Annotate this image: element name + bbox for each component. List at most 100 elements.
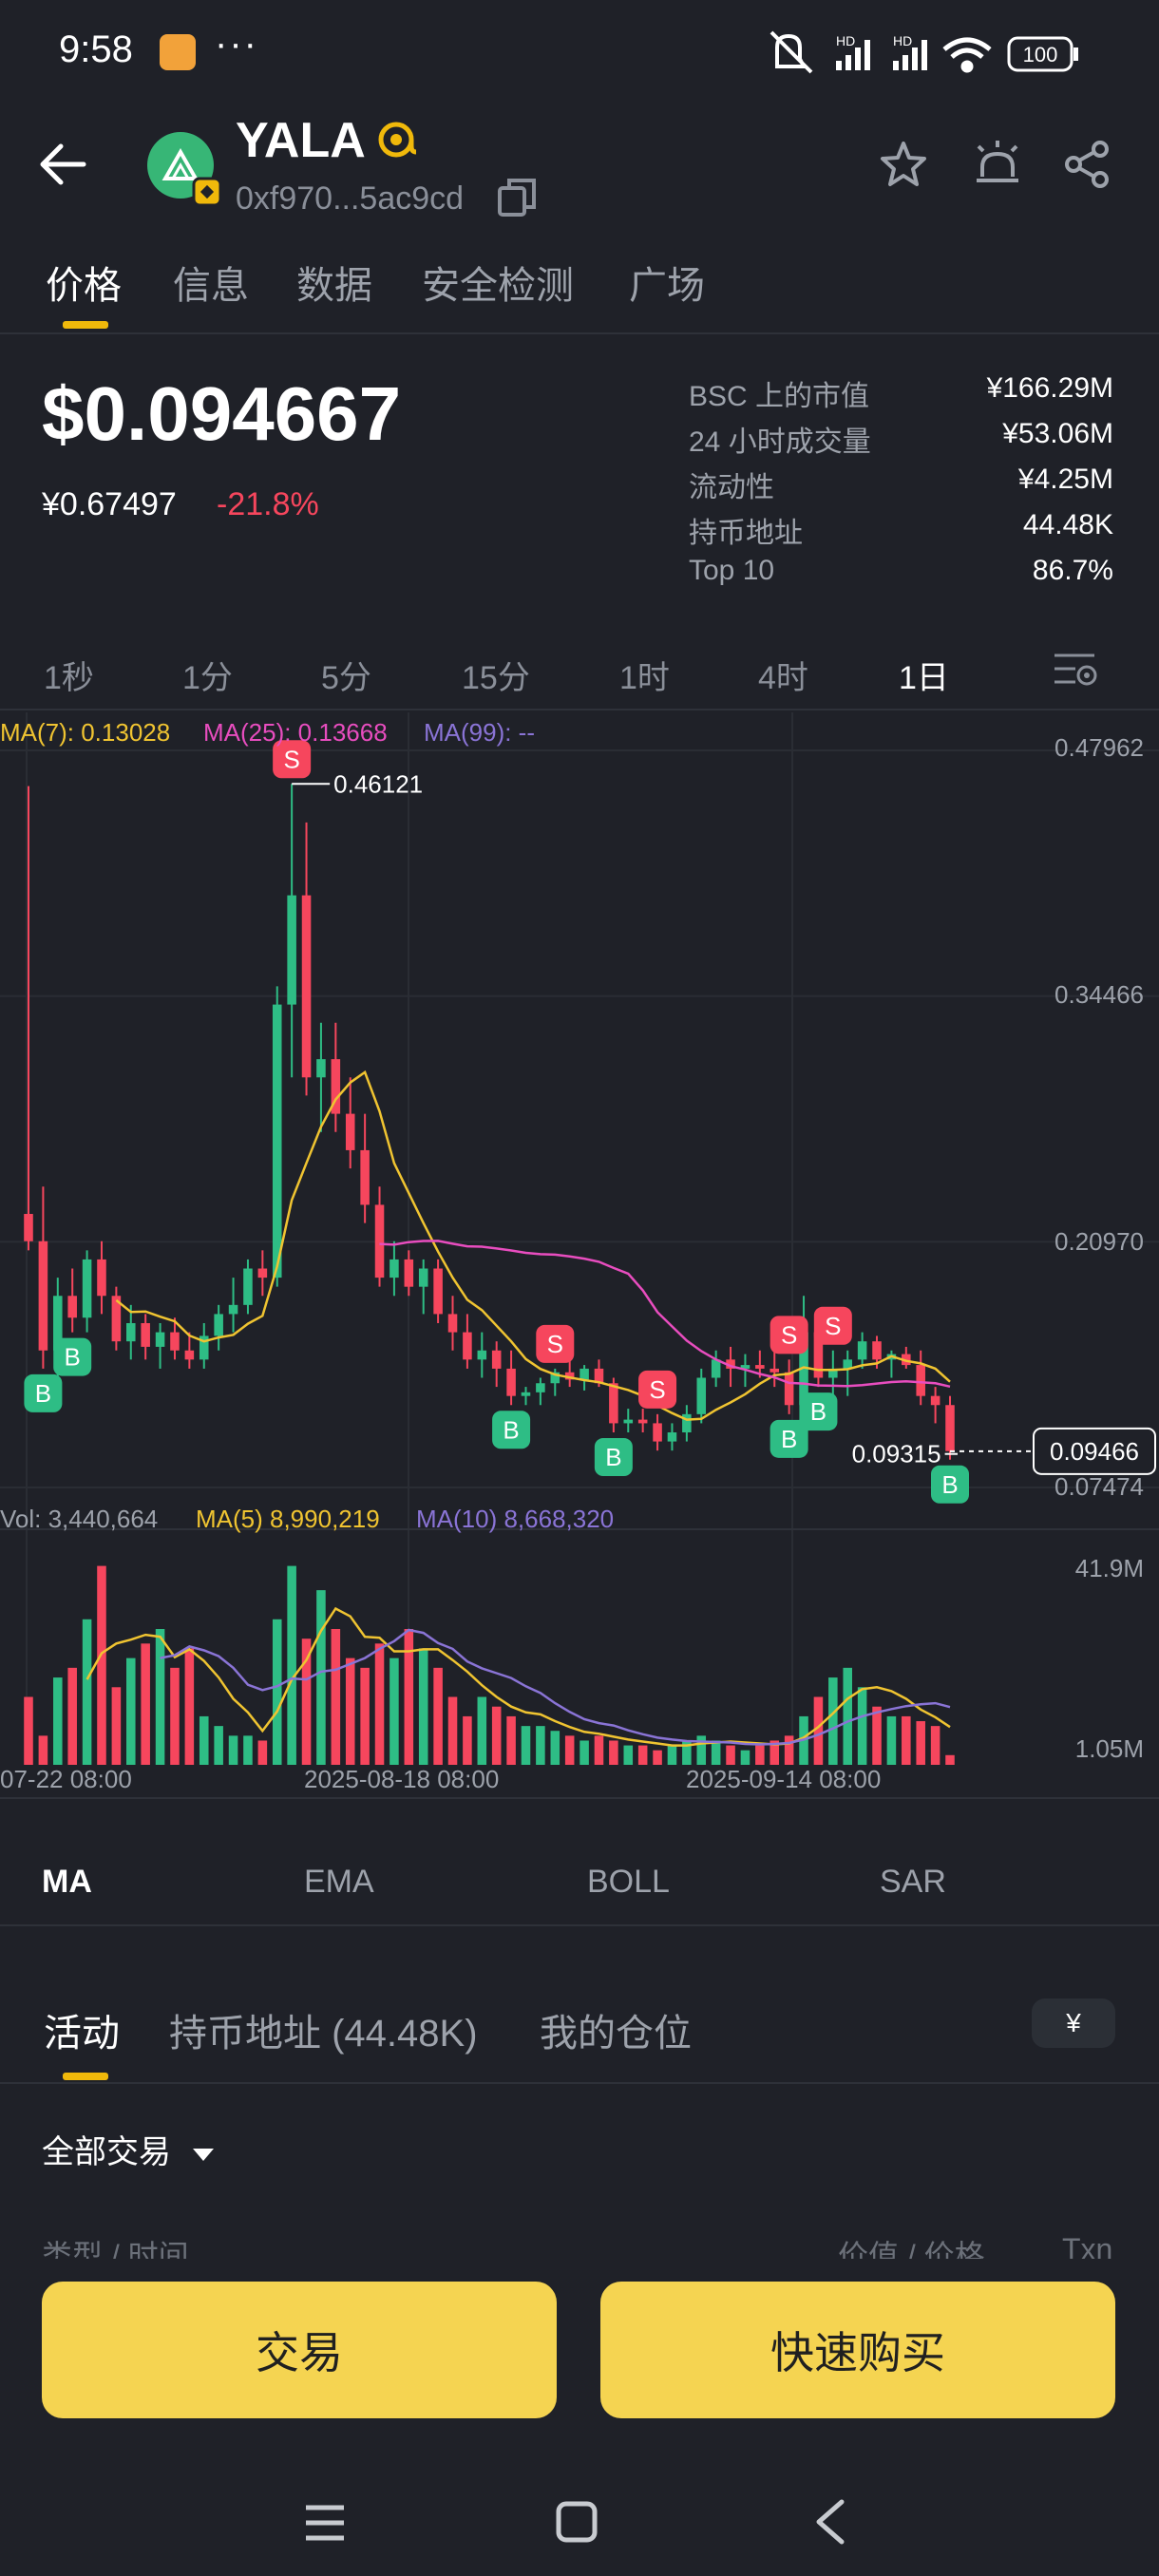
- status-bar: 9:58 ··· HD HD 100: [0, 0, 1159, 112]
- buy-marker-label: B: [65, 1343, 81, 1372]
- volume-bar: [67, 1667, 77, 1765]
- candle: [755, 1365, 765, 1369]
- candle: [199, 1335, 209, 1360]
- volume-bar: [916, 1721, 925, 1765]
- candle: [141, 1323, 150, 1347]
- candle: [316, 1059, 326, 1078]
- volume-bar: [155, 1628, 165, 1765]
- stat-label-volume: 24 小时成交量: [689, 426, 871, 458]
- volume-bar: [418, 1648, 428, 1765]
- timeframe-1m[interactable]: 1分: [182, 660, 233, 696]
- price-usd: $0.094667: [42, 371, 402, 456]
- vol-ma10-legend: MA(10) 8,668,320: [416, 1505, 615, 1533]
- ma7-legend: MA(7): 0.13028: [0, 718, 171, 747]
- indicator-boll[interactable]: BOLL: [587, 1864, 670, 1900]
- volume-bar: [711, 1740, 721, 1765]
- status-icons: HD HD 100: [770, 30, 1078, 74]
- volume-bar: [360, 1667, 370, 1765]
- price-tick: 0.34466: [1054, 980, 1144, 1009]
- timeframe-1d[interactable]: 1日: [899, 660, 949, 696]
- timeframe-15m[interactable]: 15分: [462, 660, 530, 696]
- divider: [0, 2082, 1159, 2084]
- price-change: -21.8%: [217, 486, 319, 522]
- back-arrow-icon[interactable]: [38, 141, 89, 188]
- tab-my-positions[interactable]: 我的仓位: [540, 2013, 692, 2055]
- volume-bar: [38, 1735, 48, 1765]
- volume-bar: [214, 1726, 223, 1765]
- candle: [243, 1268, 253, 1305]
- trade-button[interactable]: 交易: [42, 2282, 557, 2418]
- back-icon[interactable]: [811, 2498, 849, 2546]
- mute-icon: [770, 30, 813, 74]
- indicator-sar[interactable]: SAR: [880, 1864, 946, 1900]
- timeframe-5m[interactable]: 5分: [321, 660, 371, 696]
- candle: [930, 1395, 940, 1406]
- divider: [0, 332, 1159, 334]
- last-price-box: [1033, 1427, 1156, 1475]
- volume-bar: [506, 1715, 516, 1765]
- share-icon[interactable]: [1064, 141, 1112, 188]
- indicator-ma[interactable]: MA: [42, 1864, 92, 1900]
- vol-legend: Vol: 3,440,664: [0, 1505, 159, 1533]
- transaction-filter[interactable]: 全部交易: [42, 2126, 215, 2172]
- candle: [623, 1419, 634, 1424]
- timeframe-1s[interactable]: 1秒: [44, 660, 94, 696]
- volume-bar: [82, 1619, 92, 1765]
- tab-holders[interactable]: 持币地址 (44.48K): [169, 2013, 478, 2055]
- candle: [53, 1296, 63, 1351]
- ma99-legend: MA(99): --: [424, 718, 535, 747]
- copy-icon[interactable]: [496, 177, 538, 218]
- volume-bar: [945, 1754, 955, 1765]
- candle: [24, 1214, 33, 1241]
- last-price-label: 0.09466: [1050, 1437, 1139, 1466]
- tab-activity[interactable]: 活动: [44, 2013, 120, 2055]
- volume-bar: [477, 1696, 487, 1765]
- candle: [521, 1392, 531, 1396]
- volume-bar: [184, 1648, 195, 1765]
- stat-label-holders: 持币地址: [689, 518, 803, 549]
- candle: [902, 1354, 911, 1366]
- candle: [696, 1377, 707, 1414]
- volume-bar: [345, 1657, 355, 1765]
- buy-marker-label: B: [810, 1397, 826, 1426]
- sell-marker: [770, 1316, 808, 1354]
- tab-square[interactable]: 广场: [629, 265, 705, 307]
- tab-data[interactable]: 数据: [296, 265, 372, 307]
- candle: [287, 895, 296, 1005]
- menu-icon[interactable]: [302, 2502, 348, 2544]
- chart-settings-icon[interactable]: [1053, 650, 1098, 691]
- candle: [711, 1359, 721, 1378]
- sell-marker: [638, 1370, 677, 1409]
- currency-toggle-button[interactable]: ¥: [1032, 1998, 1115, 2048]
- sell-marker: [536, 1324, 575, 1363]
- ma25-legend: MA(25): 0.13668: [203, 718, 388, 747]
- tab-price[interactable]: 价格: [46, 265, 122, 307]
- volume-bar: [316, 1590, 326, 1765]
- quick-buy-button[interactable]: 快速购买: [600, 2282, 1115, 2418]
- candle: [564, 1372, 575, 1380]
- candle: [682, 1413, 692, 1433]
- stat-label-liquidity: 流动性: [689, 472, 774, 503]
- candle: [536, 1383, 545, 1392]
- volume-ma10-line: [160, 1628, 951, 1746]
- tab-security[interactable]: 安全检测: [422, 265, 574, 307]
- system-nav-bar: [0, 2451, 1159, 2576]
- alert-icon[interactable]: [973, 139, 1022, 188]
- candle: [916, 1365, 925, 1396]
- candle: [477, 1350, 487, 1360]
- status-more-dots: ···: [215, 23, 258, 65]
- timeframe-1h[interactable]: 1时: [619, 660, 670, 696]
- sell-marker-label: S: [825, 1312, 841, 1340]
- divider: [0, 709, 1159, 710]
- timeframe-4h[interactable]: 4时: [758, 660, 808, 696]
- tab-info[interactable]: 信息: [173, 265, 249, 307]
- x-axis-label: 2025-09-14 08:00: [686, 1765, 882, 1793]
- star-icon[interactable]: [880, 141, 927, 188]
- indicator-ema[interactable]: EMA: [304, 1864, 374, 1900]
- verified-icon[interactable]: [374, 118, 418, 161]
- volume-bar: [726, 1745, 735, 1765]
- candle: [228, 1304, 238, 1315]
- home-icon[interactable]: [555, 2500, 598, 2544]
- price-cny: ¥0.67497: [42, 486, 177, 522]
